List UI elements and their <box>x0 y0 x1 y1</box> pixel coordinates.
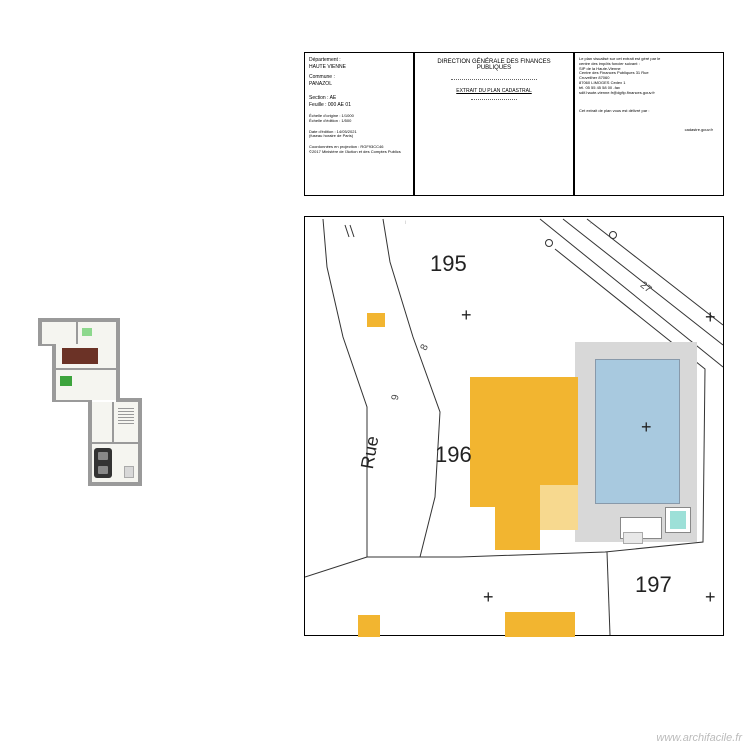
parcel-195: 195 <box>430 251 467 277</box>
fp-green-2 <box>82 328 92 336</box>
cross-1: + <box>461 305 472 326</box>
parcel-197: 197 <box>635 572 672 598</box>
header-subtitle: EXTRAIT DU PLAN CADASTRAL <box>421 88 567 94</box>
watermark: www.archifacile.fr <box>656 732 742 744</box>
cross-5: + <box>705 587 716 608</box>
cadastral-map: 195 196 197 Rue 8 9 27 + + + + + | | <box>304 216 724 636</box>
grid-top-1: | <box>405 220 406 225</box>
fp-fixture <box>124 466 134 478</box>
cross-3: + <box>705 307 716 328</box>
pool <box>595 359 680 504</box>
parcel-196: 196 <box>435 442 472 468</box>
tech-box-3 <box>623 532 643 544</box>
copyright: ©2017 Ministère de l'Action et des Compt… <box>309 150 409 155</box>
cross-4: + <box>483 587 494 608</box>
header-title: DIRECTION GÉNÉRALE DES FINANCES PUBLIQUE… <box>421 59 567 71</box>
cross-2: + <box>641 417 652 438</box>
header-left-panel: Département : HAUTE VIENNE Commune : PAN… <box>304 52 414 196</box>
building-main-ext <box>495 502 540 550</box>
header-center-panel: DIRECTION GÉNÉRALE DES FINANCES PUBLIQUE… <box>414 52 574 196</box>
frag-bottom-mid <box>505 612 575 637</box>
frag-bottom-left <box>358 615 380 637</box>
circle-1 <box>545 239 553 247</box>
tech-box-teal <box>670 511 686 529</box>
r-site: cadastre.gouv.fr <box>579 128 719 133</box>
grid-top-2: | <box>590 220 591 225</box>
floorplan-thumbnail <box>38 318 158 488</box>
fp-green-1 <box>60 376 72 386</box>
circle-2 <box>609 231 617 239</box>
frag-left <box>367 313 385 327</box>
building-annex <box>540 485 578 530</box>
header-right-panel: Le plan visualisé sur cet extrait est gé… <box>574 52 724 196</box>
fp-brown-block <box>62 348 98 364</box>
fp-stairs <box>118 406 134 436</box>
